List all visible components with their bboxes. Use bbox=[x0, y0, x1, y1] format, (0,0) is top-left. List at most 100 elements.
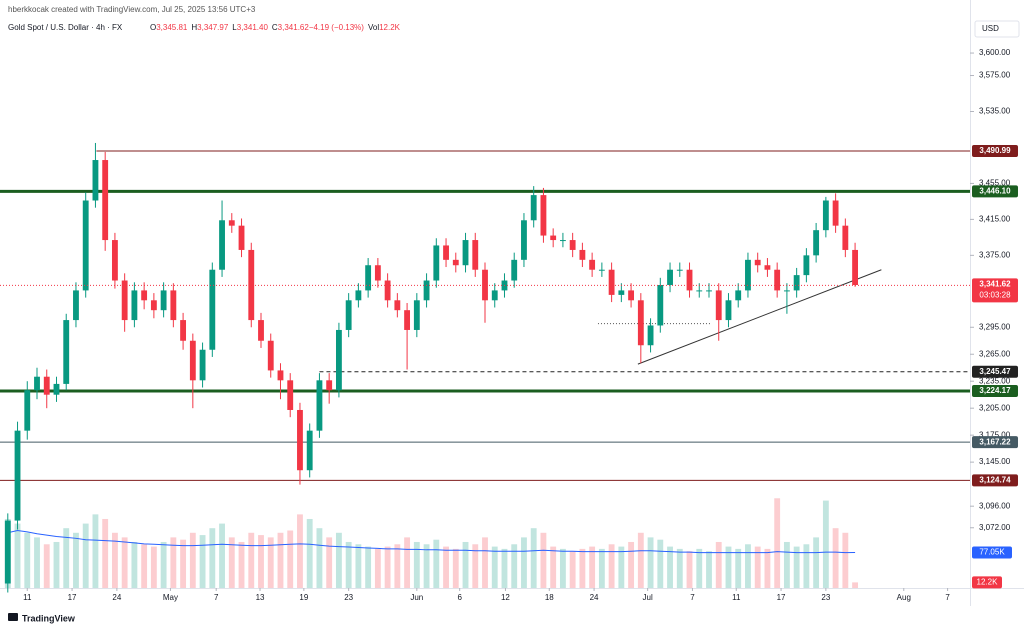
volume-bar bbox=[783, 541, 790, 588]
volume-bar bbox=[258, 535, 264, 588]
candle-body bbox=[160, 290, 167, 311]
volume-bar bbox=[121, 537, 128, 588]
x-tick-label: 11 bbox=[732, 593, 741, 602]
level-label-box bbox=[972, 436, 1018, 449]
candle-body bbox=[4, 520, 11, 584]
candle-body bbox=[462, 240, 469, 266]
candle-body bbox=[550, 235, 557, 241]
volume-bar bbox=[141, 544, 148, 588]
level-label: 3,446.10 bbox=[979, 187, 1011, 196]
volume-bar bbox=[82, 523, 89, 588]
brand: TradingView bbox=[22, 613, 76, 623]
volume-bar bbox=[852, 582, 859, 588]
volume-bar bbox=[676, 548, 683, 588]
y-tick-label: 3,415.00 bbox=[979, 214, 1011, 223]
volume-bar bbox=[472, 544, 479, 588]
volume-bar bbox=[297, 514, 303, 588]
y-tick-label: 3,535.00 bbox=[979, 107, 1011, 116]
volume-bar bbox=[637, 532, 644, 588]
volume-bar bbox=[511, 544, 518, 588]
level-label: 3,245.47 bbox=[979, 367, 1011, 376]
x-tick-label: 7 bbox=[945, 593, 950, 602]
level-label-box bbox=[972, 145, 1018, 158]
last-price-label: 3,341.62 bbox=[979, 279, 1011, 288]
candle-body bbox=[189, 340, 196, 381]
volume-bar bbox=[34, 537, 40, 588]
x-tick-label: Aug bbox=[897, 593, 911, 602]
volume-bar bbox=[150, 546, 157, 588]
x-tick-label: 18 bbox=[545, 593, 554, 602]
volume-bar bbox=[316, 528, 323, 588]
volume-bar bbox=[657, 539, 664, 588]
y-tick-label: 3,455.00 bbox=[979, 179, 1011, 188]
y-tick-label: 3,295.00 bbox=[979, 322, 1011, 331]
candle-body bbox=[287, 380, 294, 410]
quote: O3,345.81 H3,347.97 L3,341.40 C3,341.62−4.1… bbox=[150, 23, 401, 32]
level-label-box bbox=[972, 185, 1018, 198]
volume-box bbox=[972, 576, 1002, 589]
candle-body bbox=[647, 325, 654, 346]
volume-bar bbox=[238, 541, 245, 588]
volume-bar bbox=[589, 546, 596, 588]
x-tick-label: 13 bbox=[256, 593, 265, 602]
level-label: 3,124.74 bbox=[979, 475, 1011, 484]
candle-body bbox=[170, 290, 177, 321]
candle-body bbox=[53, 383, 60, 395]
y-tick-label: 3,096.00 bbox=[979, 501, 1011, 510]
level-label: 3,167.22 bbox=[979, 437, 1011, 446]
volume-ma bbox=[7, 529, 856, 554]
candle-body bbox=[131, 290, 138, 321]
x-tick-label: 24 bbox=[590, 593, 599, 602]
x-tick-label: 24 bbox=[112, 593, 121, 602]
y-tick-label: 3,175.00 bbox=[979, 430, 1011, 439]
volume-bar bbox=[365, 546, 372, 588]
quote-value: 3,341.40 bbox=[237, 23, 269, 32]
volume-bar bbox=[433, 539, 440, 588]
volume-bar bbox=[277, 532, 284, 588]
quote-value: −4.19 (−0.13%) bbox=[309, 23, 364, 32]
volume-bar bbox=[228, 537, 235, 588]
volume-bar bbox=[443, 546, 449, 588]
volume-bar bbox=[530, 528, 537, 588]
y-tick-label: 3,235.00 bbox=[979, 376, 1011, 385]
candle-body bbox=[725, 300, 732, 321]
volume-bar bbox=[725, 546, 732, 588]
candle-body bbox=[355, 290, 362, 301]
candle-body bbox=[267, 340, 274, 371]
quote-key: O bbox=[150, 23, 156, 32]
candle-body bbox=[228, 220, 235, 226]
volume-bar bbox=[345, 541, 352, 588]
candle-body bbox=[491, 290, 498, 301]
volume-bar bbox=[579, 548, 586, 588]
candle-body bbox=[706, 290, 712, 292]
volume-bar bbox=[764, 548, 771, 588]
volume-bar bbox=[598, 548, 605, 588]
level-label: 3,490.99 bbox=[979, 146, 1011, 155]
candle-body bbox=[394, 300, 401, 311]
symbol: Gold Spot / U.S. Dollar · 4h · FX bbox=[8, 23, 123, 32]
candle-body bbox=[92, 160, 99, 201]
volume-bar bbox=[102, 518, 109, 588]
volume-bar bbox=[131, 541, 138, 588]
candle-body bbox=[589, 259, 596, 270]
candle-body bbox=[793, 275, 800, 291]
volume-ma-label: 77.05K bbox=[979, 548, 1005, 557]
x-tick-label: May bbox=[163, 593, 178, 602]
x-tick-label: 7 bbox=[214, 593, 219, 602]
candle-body bbox=[238, 225, 245, 250]
volume-bar bbox=[209, 528, 216, 588]
volume-ma-box bbox=[972, 546, 1012, 559]
quote-key: H bbox=[191, 23, 197, 32]
candle-body bbox=[443, 245, 449, 260]
volume-bar bbox=[14, 523, 21, 588]
volume-bar bbox=[160, 541, 167, 588]
candle-body bbox=[472, 240, 479, 270]
currency-box bbox=[974, 20, 1020, 38]
volume-bar bbox=[63, 528, 70, 588]
candle-body bbox=[657, 285, 664, 326]
candle-body bbox=[754, 259, 761, 266]
candle-body bbox=[774, 269, 781, 291]
volume-bar bbox=[413, 541, 420, 588]
candle-body bbox=[764, 265, 771, 270]
